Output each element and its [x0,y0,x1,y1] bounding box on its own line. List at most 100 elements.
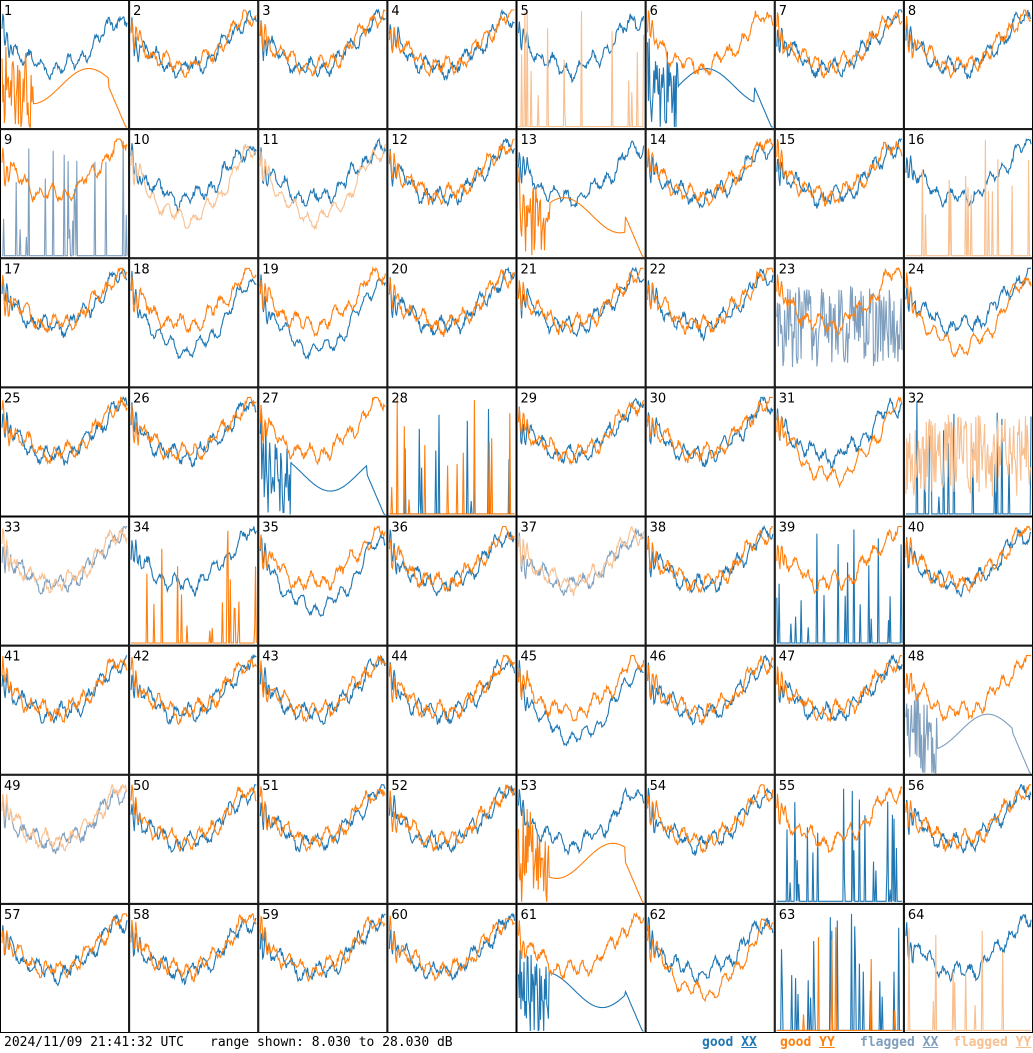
panel-frame [774,903,904,1033]
panel-23: 23 [774,258,904,388]
panel-label: 3 [262,4,270,19]
series-good-yy [905,655,1032,722]
series-flagged-xx [776,285,903,368]
series-good-yy [776,655,902,723]
series-good-xx [905,9,1032,80]
panel-label: 31 [779,391,796,406]
series-good-xx [1,655,128,724]
panel-label: 34 [133,521,150,536]
panel-50: 50 [129,774,259,904]
panel-label: 12 [391,133,408,148]
panel-37: 37 [516,516,646,646]
series-good-yy [259,915,386,983]
panel-31: 31 [774,387,904,517]
series-good-yy [130,784,257,853]
panel-35: 35 [258,516,388,646]
panel-label: 25 [4,391,21,406]
series-good-yy [905,9,1032,79]
series-good-yy [647,10,774,76]
series-good-xx [259,8,386,78]
panel-8: 8 [903,0,1033,130]
panel-label: 41 [4,650,21,665]
panel-13: 13 [516,129,646,259]
panel-label: 18 [133,262,150,277]
panel-label: 24 [908,262,925,277]
panel-39: 39 [774,516,904,646]
legend-flagged-xx: flagged XX [860,1035,938,1050]
panel-label: 28 [391,391,408,406]
series-good-xx [647,396,774,468]
series-good-yy [259,525,386,591]
series-good-xx [517,786,645,856]
panel-label: 57 [4,908,21,923]
series-good-yy [130,913,257,983]
legend-flagged-xx-pol: XX [922,1035,939,1050]
panel-label: 40 [908,521,925,536]
series-good-yy [131,530,257,644]
panel-label: 5 [521,4,529,19]
panel-frame [774,129,904,259]
series-good-yy [130,9,257,78]
panel-frame [903,0,1033,130]
legend-good-yy-word: good [780,1035,812,1050]
panel-frame [0,258,130,388]
series-good-xx [1,913,128,987]
panel-45: 45 [516,645,646,775]
panel-4: 4 [387,0,517,130]
panel-label: 38 [650,521,667,536]
series-good-yy [776,525,902,595]
legend-flagged-yy-word: flagged [953,1035,1008,1050]
panel-frame [129,0,259,130]
range-readout: range shown: 8.030 to 28.030 dB [210,1035,453,1050]
panel-label: 11 [262,133,279,148]
panel-29: 29 [516,387,646,517]
panel-label: 45 [521,650,538,665]
panel-frame [387,129,517,259]
panel-18: 18 [129,258,259,388]
panel-21: 21 [516,258,646,388]
series-good-xx [259,784,386,853]
series-good-xx [130,143,257,213]
panel-label: 7 [779,4,787,19]
series-good-xx [517,660,644,747]
series-good-yy [647,525,773,594]
series-good-xx [130,526,257,597]
series-flagged-xx [2,140,128,257]
panel-frame [387,387,517,517]
panel-frame [516,129,646,259]
series-good-yy [905,784,1031,853]
series-good-xx [388,658,516,725]
series-good-yy [776,138,903,207]
panel-19: 19 [258,258,388,388]
series-good-xx [388,8,515,82]
series-good-xx [259,913,386,983]
series-flagged-yy [517,525,645,597]
series-good-yy [647,267,774,335]
panel-57: 57 [0,903,130,1033]
series-good-yy [517,911,645,981]
panel-33: 33 [0,516,130,646]
panel-frame [0,645,130,775]
panel-38: 38 [645,516,775,646]
panel-frame [258,258,388,388]
series-good-yy [130,657,257,725]
series-good-yy [647,655,774,726]
legend-flagged-xx-word: flagged [860,1035,915,1050]
panel-frame [0,516,130,646]
series-good-xx [905,401,1032,515]
panel-12: 12 [387,129,517,259]
series-good-yy [647,918,774,1003]
panel-9: 9 [0,129,130,259]
series-good-yy [517,267,644,335]
panel-16: 16 [903,129,1033,259]
series-good-yy [130,396,257,461]
panel-label: 46 [650,650,667,665]
series-good-xx [259,654,386,726]
panel-frame [129,258,259,388]
panel-60: 60 [387,903,517,1033]
panel-32: 32 [903,387,1033,517]
panel-label: 50 [133,779,150,794]
panel-51: 51 [258,774,388,904]
panel-10: 10 [129,129,259,259]
